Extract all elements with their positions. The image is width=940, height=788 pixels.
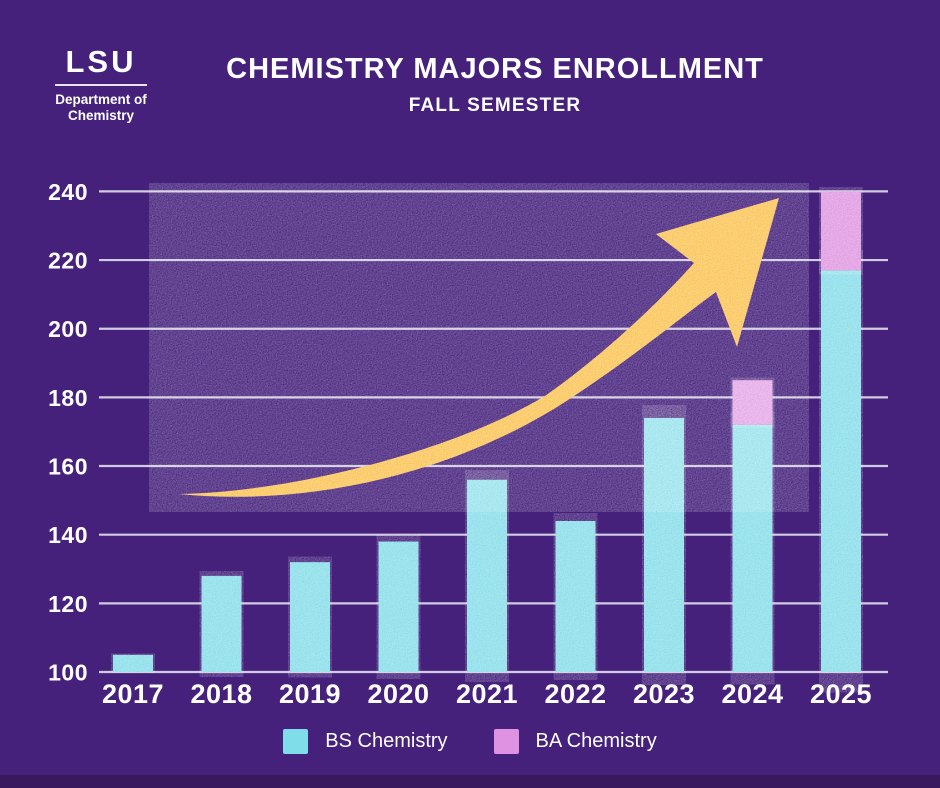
y-tick-label-160: 160 — [48, 454, 88, 480]
legend-label-ba: BA Chemistry — [535, 730, 657, 752]
bar-ba-2025 — [821, 191, 861, 271]
y-axis-labels: 100 120 140 160 180 200 220 240 — [48, 179, 88, 686]
bar-bs-2021 — [467, 479, 507, 672]
x-tick-label-2025: 2025 — [810, 679, 872, 709]
y-tick-label-240: 240 — [48, 179, 88, 205]
bar-bs-2018 — [201, 575, 242, 672]
bs-chemistry-swatch — [283, 729, 309, 754]
legend-label-bs: BS Chemistry — [325, 730, 448, 752]
bar-ba-2024 — [732, 380, 773, 425]
lsu-logo-department: Department of Chemistry — [54, 92, 148, 124]
x-tick-label-2017: 2017 — [102, 679, 164, 709]
x-tick-label-2023: 2023 — [633, 679, 695, 709]
lsu-logo-text: LSU — [65, 44, 137, 79]
bar-bs-2020 — [378, 541, 419, 672]
bar-bs-2025 — [821, 270, 861, 672]
x-tick-label-2021: 2021 — [456, 679, 518, 709]
x-tick-label-2019: 2019 — [279, 679, 341, 709]
lsu-logo: LSU Department of Chemistry — [54, 46, 148, 124]
logo-dept-line1: Department of — [55, 92, 147, 107]
y-tick-label-140: 140 — [48, 522, 88, 548]
page-title: CHEMISTRY MAJORS ENROLLMENT — [226, 53, 764, 85]
bar-bs-2023 — [644, 417, 684, 672]
legend-item-bs: BS Chemistry — [283, 729, 448, 754]
page-subtitle: FALL SEMESTER — [408, 95, 582, 116]
bar-bs-2022 — [555, 520, 596, 672]
legend: BS Chemistry BA Chemistry — [0, 729, 940, 754]
legend-item-ba: BA Chemistry — [493, 729, 657, 754]
x-axis-labels: 2017 2018 2019 2020 2021 2022 2023 2024 2025 — [102, 679, 872, 709]
x-tick-label-2024: 2024 — [721, 679, 783, 709]
y-tick-label-180: 180 — [48, 385, 88, 411]
bar-bs-2024 — [732, 424, 773, 672]
y-tick-label-200: 200 — [48, 316, 88, 342]
x-tick-label-2020: 2020 — [367, 679, 429, 709]
header-titles: CHEMISTRY MAJORS ENROLLMENT FALL SEMESTE… — [50, 0, 940, 117]
bars — [113, 191, 861, 672]
x-tick-label-2018: 2018 — [190, 679, 252, 709]
lsu-logo-divider — [55, 84, 147, 86]
y-tick-label-220: 220 — [48, 248, 88, 274]
trend-arrow-icon — [179, 198, 779, 497]
y-tick-label-100: 100 — [48, 660, 88, 686]
x-tick-label-2022: 2022 — [544, 679, 606, 709]
bar-bs-2019 — [290, 562, 330, 672]
bar-bs-2017 — [113, 654, 153, 672]
logo-dept-line2: Chemistry — [67, 107, 135, 123]
footer-strip — [0, 775, 940, 788]
ba-chemistry-swatch — [493, 729, 519, 754]
y-tick-label-120: 120 — [48, 591, 88, 617]
